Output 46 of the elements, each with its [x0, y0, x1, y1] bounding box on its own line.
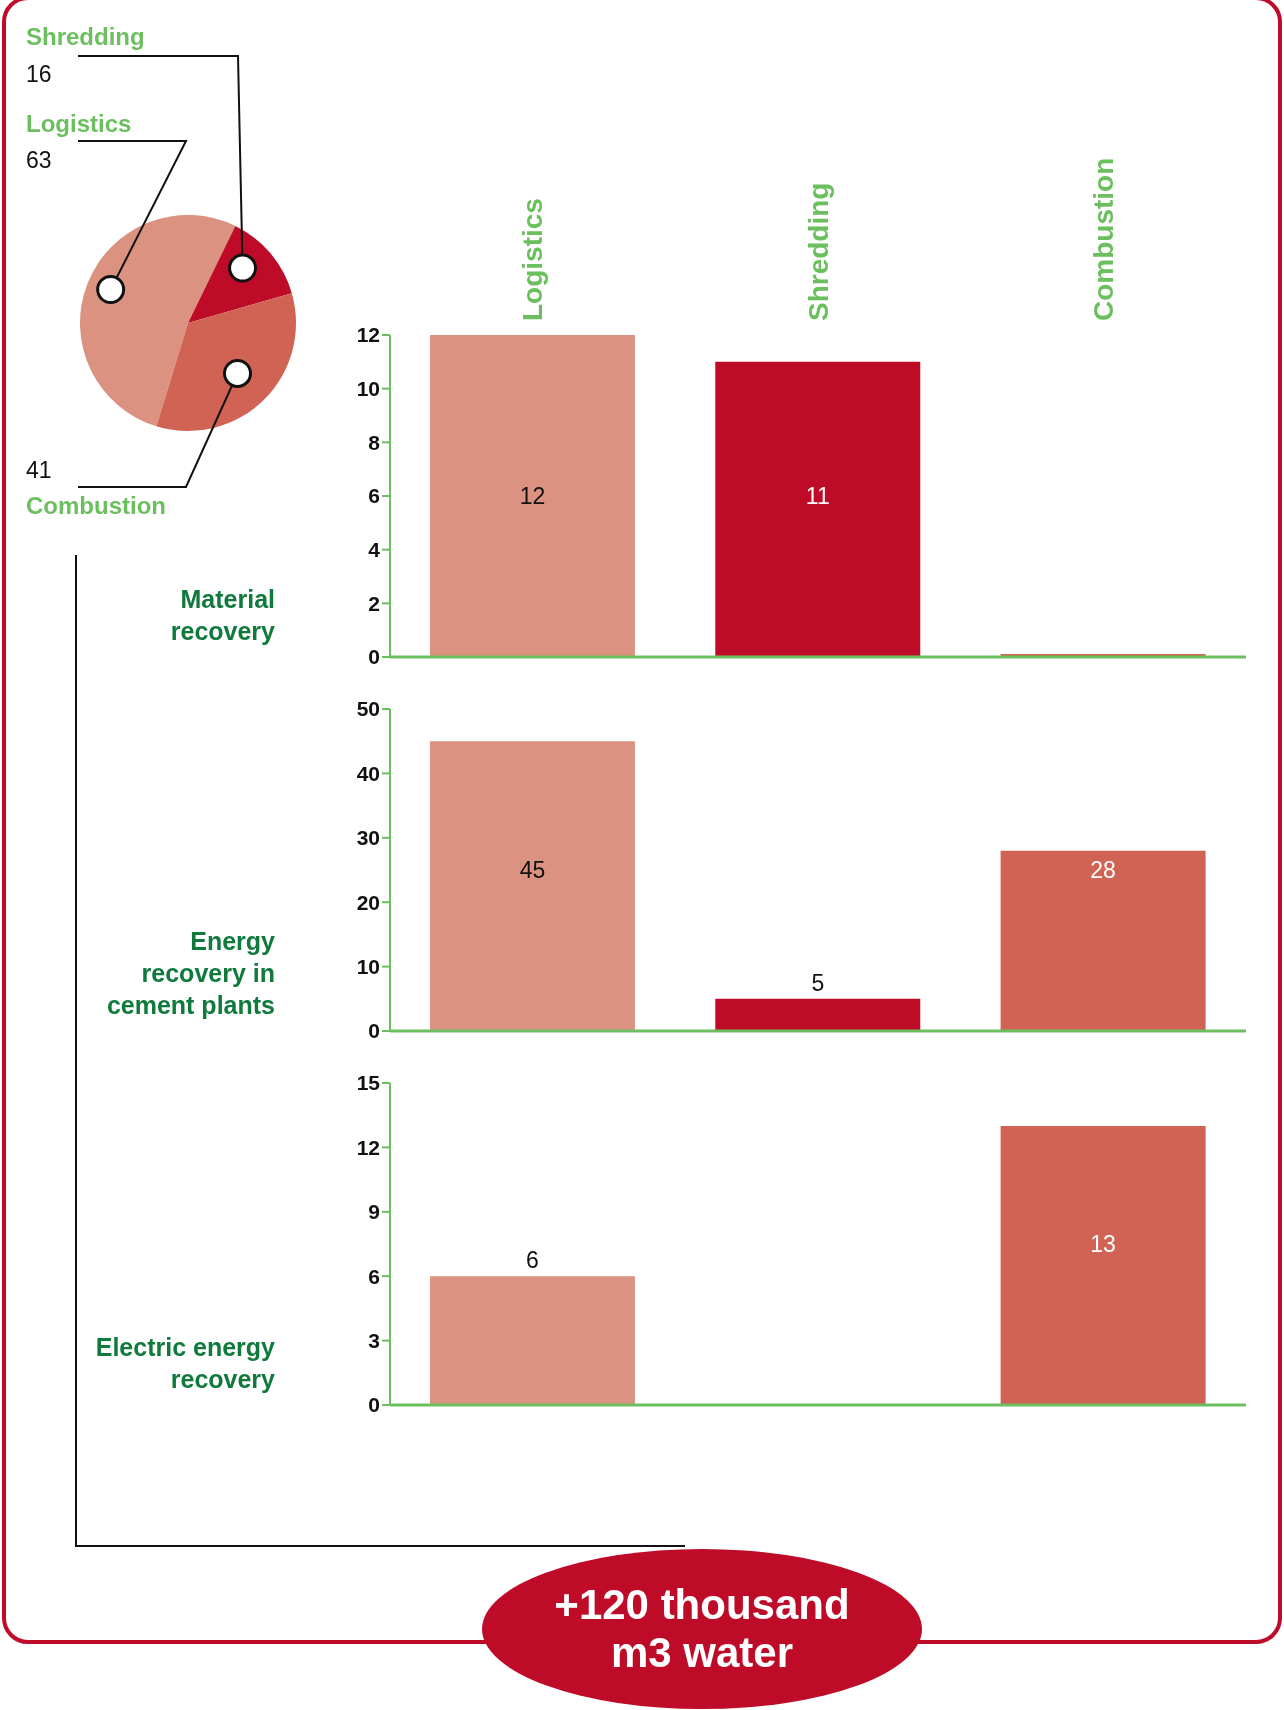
data-label: 6: [526, 1247, 539, 1274]
data-label: 11: [805, 483, 830, 509]
bar: [429, 741, 635, 1031]
y-axis-title: Material recovery: [170, 585, 275, 645]
y-tick-label: 6: [368, 484, 380, 508]
x-tick-label: Logistics: [517, 198, 549, 321]
data-label: 28: [1090, 857, 1116, 883]
text: +120 thousand m3 water: [553, 1581, 851, 1677]
y-tick-label: 0: [368, 1393, 380, 1417]
y-tick-label: 20: [356, 890, 380, 914]
y-tick-label: 12: [356, 1135, 380, 1159]
data-label: 5: [811, 969, 825, 996]
y-tick-label: 10: [356, 955, 380, 979]
slice-label: Logistics: [26, 110, 132, 137]
y-tick-label: 3: [368, 1329, 380, 1353]
pie-slice: [156, 293, 296, 431]
y-tick-label: 50: [356, 697, 380, 721]
y-tick-label: 6: [368, 1264, 380, 1288]
x-tick-label: Combustion: [1087, 157, 1119, 321]
y-tick-label: 40: [356, 761, 380, 785]
y-tick-label: 12: [356, 323, 380, 347]
y-axis-title: Electric energy recovery: [94, 1332, 275, 1395]
y-tick-label: 0: [368, 645, 380, 669]
bar: [715, 361, 921, 657]
slice-label: Shredding: [26, 23, 145, 50]
data-label: 12: [519, 483, 546, 509]
slice-label: Combustion: [26, 492, 166, 519]
y-axis-title: Energy recovery in cement plants: [105, 926, 275, 1021]
y-tick-label: 15: [356, 1071, 381, 1095]
data-label: 41: [26, 457, 52, 483]
x-tick-label: Shredding: [802, 182, 834, 321]
y-tick-label: 2: [368, 591, 380, 615]
pie-slice: [80, 215, 236, 427]
data-label: 63: [26, 147, 52, 173]
data-label: 16: [26, 61, 52, 87]
bar: [715, 998, 921, 1031]
y-tick-label: 30: [356, 826, 380, 850]
bar: [1000, 850, 1206, 1031]
y-tick-label: 10: [356, 377, 380, 401]
y-tick-label: 4: [368, 538, 381, 562]
bar: [429, 335, 635, 657]
data-label: 45: [519, 857, 546, 883]
y-tick-label: 9: [368, 1200, 380, 1224]
y-tick-label: 0: [368, 1019, 380, 1043]
data-label: 13: [1090, 1231, 1116, 1257]
y-tick-label: 8: [368, 430, 381, 454]
